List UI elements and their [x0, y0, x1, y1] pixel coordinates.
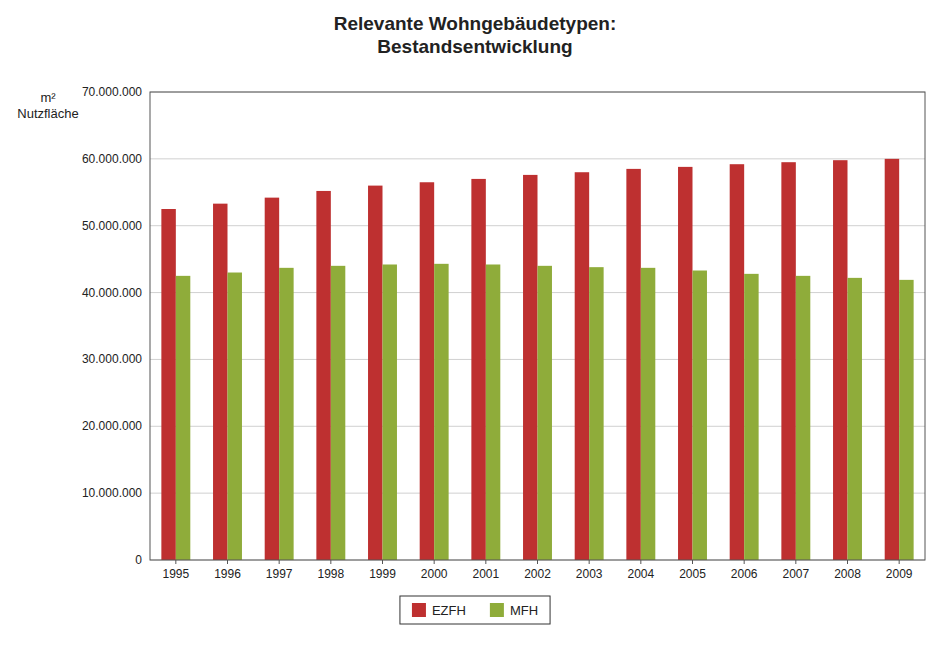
x-tick-label: 2008 [834, 567, 861, 581]
x-tick-label: 2009 [886, 567, 913, 581]
x-tick [382, 560, 383, 564]
x-tick [227, 560, 228, 564]
x-ticks: 1995 1996 1997 1998 1999 2000 2001 2002 2003 2004… [162, 560, 912, 581]
bar [471, 179, 485, 560]
x-tick [640, 560, 641, 564]
grid [150, 92, 925, 560]
y-tick-label: 40.000.000 [82, 286, 142, 300]
x-tick [279, 560, 280, 564]
title: Relevante Wohngebäudetypen:Bestandsentwi… [334, 13, 617, 57]
x-tick-label: 2003 [576, 567, 603, 581]
text-line: m² [40, 90, 56, 105]
bars [161, 159, 913, 560]
bar [316, 191, 330, 560]
bar [885, 159, 899, 560]
bar [434, 264, 448, 560]
bar [538, 266, 552, 560]
x-tick [589, 560, 590, 564]
x-tick-label: 1995 [162, 567, 189, 581]
bar [833, 160, 847, 560]
bar [420, 182, 434, 560]
y-tick-label: 20.000.000 [82, 419, 142, 433]
legend: EZFH MFH [400, 596, 550, 624]
y-tick-label: 10.000.000 [82, 486, 142, 500]
x-tick [899, 560, 900, 564]
bar [383, 264, 397, 560]
y-axis-label: m²Nutzfläche [17, 90, 78, 121]
x-tick [434, 560, 435, 564]
x-tick [330, 560, 331, 564]
x-tick [692, 560, 693, 564]
x-tick [537, 560, 538, 564]
bar [744, 274, 758, 560]
y-tick-label: 30.000.000 [82, 352, 142, 366]
x-tick [175, 560, 176, 564]
text-line: Relevante Wohngebäudetypen: [334, 13, 617, 34]
bar [781, 162, 795, 560]
bar [213, 204, 227, 560]
bar [486, 264, 500, 560]
text-line: Bestandsentwicklung [377, 36, 572, 57]
x-tick-label: 1996 [214, 567, 241, 581]
grid-line [150, 158, 925, 159]
x-tick-label: 2004 [627, 567, 654, 581]
x-tick-label: 2005 [679, 567, 706, 581]
bar [161, 209, 175, 560]
bar [796, 276, 810, 560]
bar [368, 186, 382, 560]
bar [176, 276, 190, 560]
y-tick-label: 60.000.000 [82, 152, 142, 166]
bar [641, 268, 655, 560]
x-tick-label: 2007 [782, 567, 809, 581]
bar [331, 266, 345, 560]
x-tick-label: 2002 [524, 567, 551, 581]
bar [678, 167, 692, 560]
x-tick [795, 560, 796, 564]
bar [228, 273, 242, 560]
bar [589, 267, 603, 560]
legend-label: MFH [510, 603, 538, 618]
x-tick-label: 1997 [266, 567, 293, 581]
x-tick [847, 560, 848, 564]
bar [848, 278, 862, 560]
bar [523, 175, 537, 560]
legend-label: EZFH [432, 603, 466, 618]
legend-swatch [490, 603, 504, 617]
bar [575, 172, 589, 560]
bar [626, 169, 640, 560]
x-tick-label: 2006 [731, 567, 758, 581]
y-tick-label: 70.000.000 [82, 85, 142, 99]
y-tick-label: 50.000.000 [82, 219, 142, 233]
text-line: Nutzfläche [17, 106, 78, 121]
bar [899, 280, 913, 560]
y-tick-label: 0 [135, 553, 142, 567]
legend-swatch [412, 603, 426, 617]
x-tick-label: 1999 [369, 567, 396, 581]
bar [279, 268, 293, 560]
x-tick-label: 2001 [472, 567, 499, 581]
y-ticks: 0 10.000.000 20.000.000 30.000.000 40.000.00… [82, 85, 142, 567]
bar [265, 198, 279, 560]
plot-frame [150, 92, 925, 560]
x-tick-label: 2000 [421, 567, 448, 581]
chart: Relevante Wohngebäudetypen:Bestandsentwi… [0, 0, 950, 655]
x-tick-label: 1998 [317, 567, 344, 581]
bar [693, 271, 707, 560]
bar [730, 164, 744, 560]
legend-frame [400, 596, 550, 624]
x-tick [744, 560, 745, 564]
x-tick [485, 560, 486, 564]
